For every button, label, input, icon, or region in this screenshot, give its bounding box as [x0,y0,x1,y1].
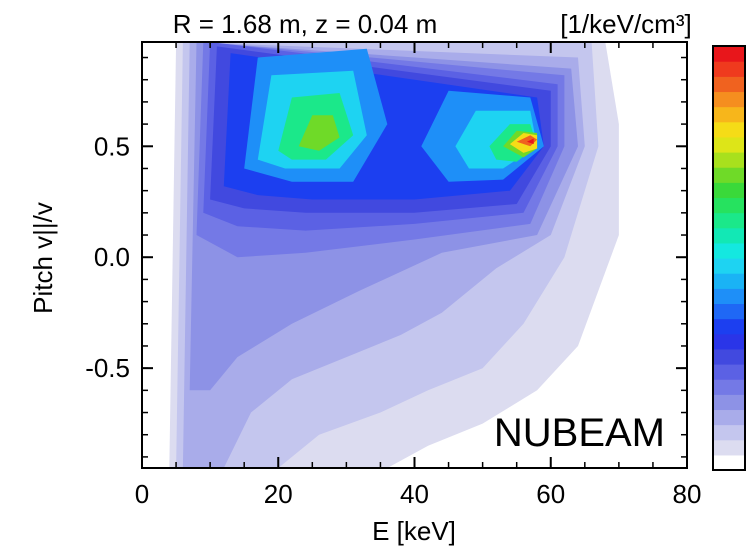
x-tick-label: 0 [135,479,149,509]
x-axis: 0 20 40 60 80 [135,42,702,509]
colorbar-swatch [713,152,745,168]
colorbar-swatch [713,167,745,183]
colorbar-swatch [713,409,745,426]
colorbar-swatch [713,91,745,108]
x-axis-label: E [keV] [372,516,456,546]
x-tick-label: 80 [673,479,702,509]
colorbar-swatch [713,106,745,123]
colorbar-swatch [713,303,745,320]
colorbar-swatch [713,454,745,471]
colorbar-swatch [713,121,745,138]
colorbar-swatch [713,136,745,153]
y-axis-label: Pitch v||/v [28,202,58,314]
colorbar-swatch [713,333,745,350]
nubeam-annotation: NUBEAM [494,411,665,455]
colorbar-swatch [713,61,745,77]
colorbar-swatch [713,424,745,441]
colorbar-swatch [713,273,745,289]
x-tick-label: 20 [264,479,293,509]
colorbar-swatch [713,258,745,274]
contour-region-level-27 [526,138,534,145]
colorbar-swatch [713,46,745,62]
x-tick-label: 40 [400,479,429,509]
colorbar-frame [712,45,746,471]
y-tick-label: 0.5 [94,131,130,161]
colorbar-swatch [713,288,745,305]
colorbar [712,45,746,471]
colorbar-label: [1/keV/cm³] [560,9,691,39]
colorbar-swatch [713,439,745,456]
x-tick-label: 60 [536,479,565,509]
colorbar-swatch [713,76,745,93]
colorbar-swatch [713,348,745,365]
chart-title: R = 1.68 m, z = 0.04 m [173,9,437,39]
contour-region-level-19 [298,115,340,151]
y-axis: 0.5 0.0 -0.5 [85,56,687,458]
colorbar-swatch [713,182,745,199]
y-tick-label: -0.5 [85,353,130,383]
colorbar-swatch [713,242,745,259]
colorbar-swatch [713,364,745,380]
colorbar-swatch [713,394,745,411]
colorbar-swatch [713,318,745,335]
heatmap-layer [169,42,619,468]
colorbar-swatch [713,227,745,244]
colorbar-swatch [713,212,745,229]
colorbar-swatch [713,197,745,214]
colorbar-swatch [713,379,745,395]
y-tick-label: 0.0 [94,242,130,272]
